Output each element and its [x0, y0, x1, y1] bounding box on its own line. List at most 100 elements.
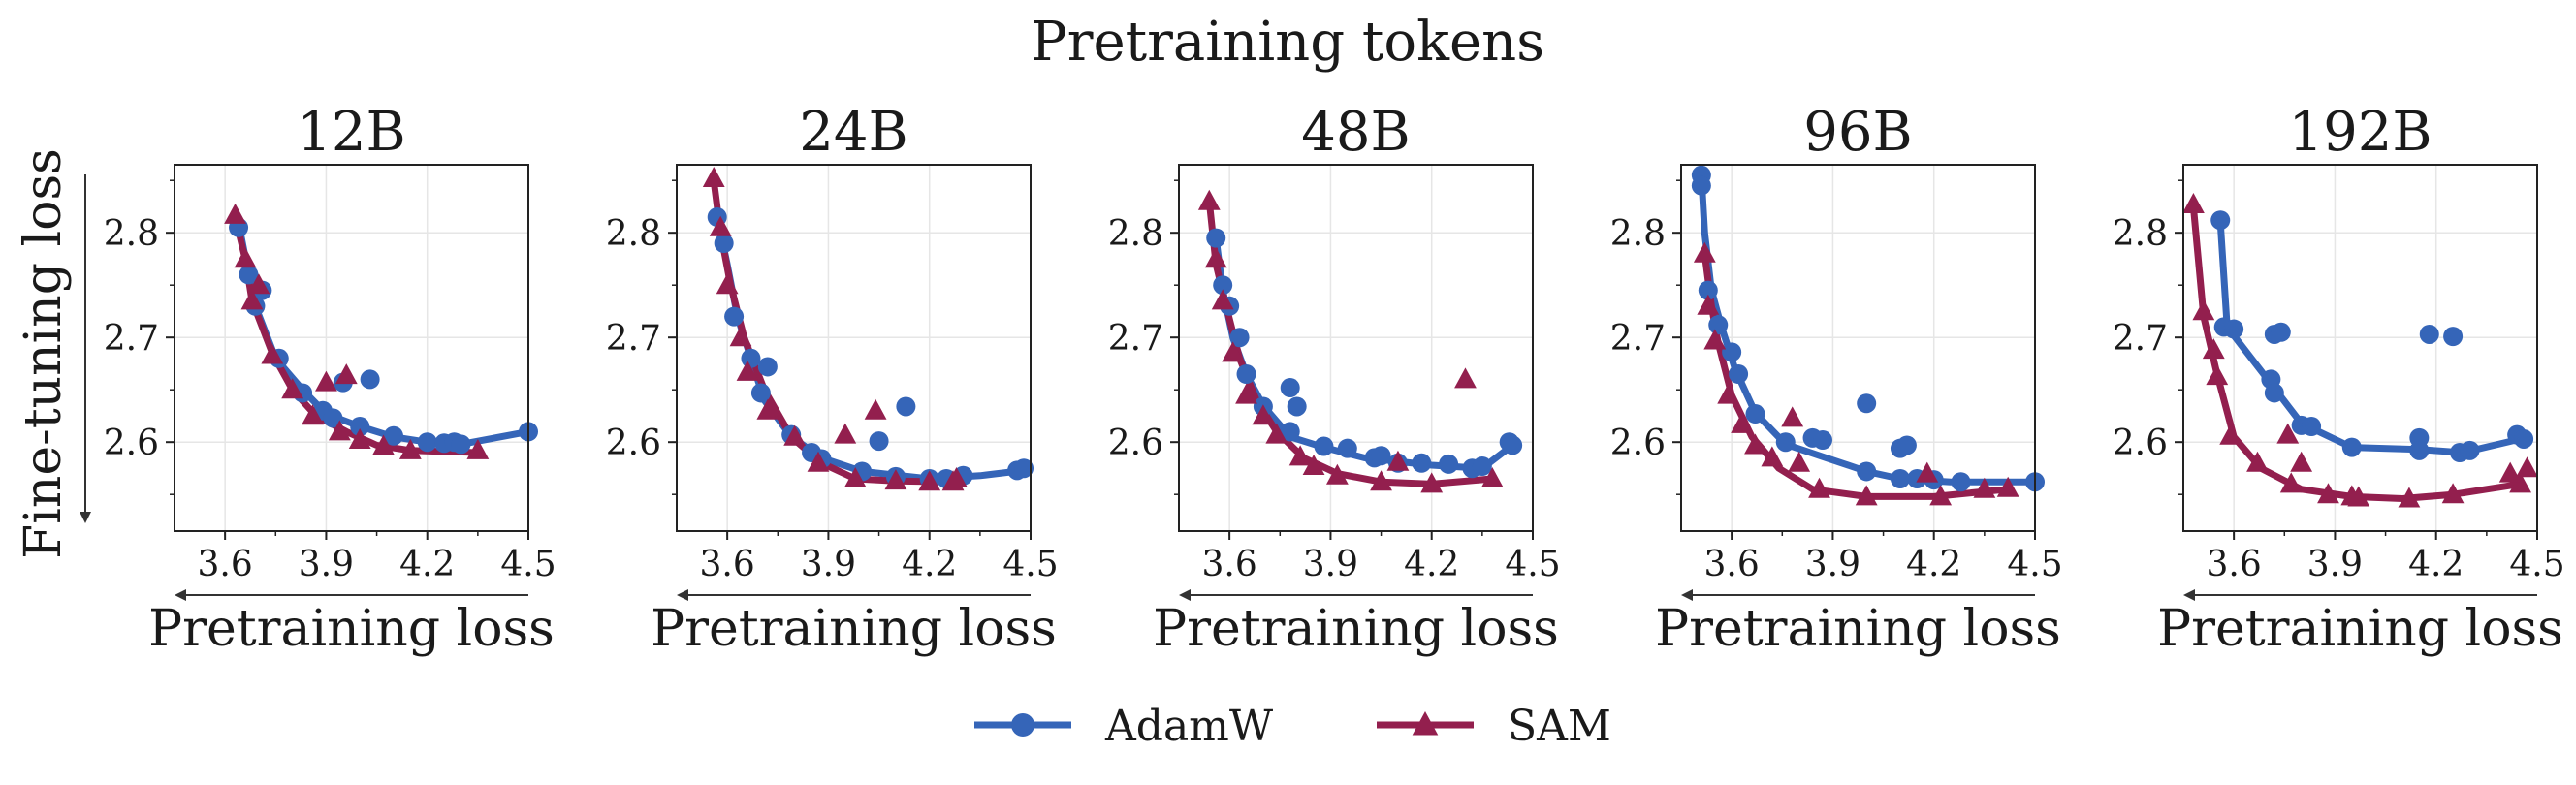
point-adamw: [1337, 438, 1357, 458]
point-sam: [1693, 241, 1716, 263]
y-tick-label: 2.6: [1108, 424, 1163, 463]
point-adamw: [2514, 428, 2534, 449]
point-sam: [1703, 329, 1727, 350]
point-adamw: [757, 357, 778, 377]
point-sam: [702, 167, 725, 188]
point-sam: [1788, 451, 1811, 472]
panel-title: 96B: [1803, 101, 1912, 164]
point-sam: [1265, 423, 1288, 444]
point-sam: [2509, 472, 2532, 493]
point-adamw: [1280, 378, 1300, 398]
point-sam: [2276, 423, 2300, 444]
point-sam: [1697, 294, 1720, 315]
point-sam: [1717, 383, 1740, 404]
point-sam: [1386, 450, 1410, 471]
point-sam: [1916, 461, 1939, 483]
panel-title: 48B: [1301, 101, 1410, 164]
y-tick-label: 2.8: [2113, 214, 2168, 254]
y-tick-label: 2.7: [1108, 319, 1163, 359]
point-sam: [2347, 486, 2370, 507]
panel-frame: [174, 164, 529, 532]
figure-suptitle: Pretraining tokens: [1031, 11, 1544, 74]
point-adamw: [1698, 280, 1718, 300]
point-sam: [372, 434, 395, 455]
point-sam: [1325, 463, 1349, 485]
panel-title: 12B: [297, 101, 405, 164]
point-adamw: [1314, 436, 1334, 456]
x-tick-label: 4.2: [902, 545, 957, 584]
y-tick-label: 2.7: [104, 319, 159, 359]
point-adamw: [1708, 315, 1729, 335]
x-tick-label: 3.6: [2207, 545, 2262, 584]
x-arrow-head: [677, 589, 688, 601]
point-adamw: [451, 434, 471, 455]
point-sam: [281, 378, 304, 399]
point-sam: [2398, 487, 2421, 508]
point-adamw: [869, 431, 889, 452]
point-adamw: [323, 408, 343, 428]
point-sam: [348, 428, 371, 450]
point-sam: [834, 423, 857, 444]
legend-label-sam: SAM: [1508, 702, 1611, 751]
point-adamw: [1857, 393, 1877, 414]
point-adamw: [2271, 322, 2291, 342]
point-sam: [843, 467, 867, 487]
panel-1: 24B 2.8 2.7 2.6 3.6 3.9 4.2 4.5 Pretraining loss: [606, 101, 1059, 658]
point-sam: [783, 424, 807, 446]
point-adamw: [383, 425, 403, 446]
point-sam: [224, 203, 246, 224]
point-adamw: [1951, 472, 1971, 492]
y-tick-label: 2.7: [606, 319, 661, 359]
point-adamw: [350, 417, 370, 436]
point-sam: [2246, 451, 2269, 472]
point-adamw: [2302, 417, 2322, 436]
point-sam: [2498, 461, 2522, 483]
point-sam: [1996, 476, 2019, 497]
y-tick-label: 2.8: [1610, 214, 1666, 254]
point-adamw: [1472, 456, 1492, 477]
point-sam: [1370, 470, 1392, 491]
point-sam: [2279, 472, 2303, 493]
point-sam: [2516, 456, 2538, 478]
point-sam: [261, 343, 284, 364]
point-sam: [334, 363, 358, 385]
x-tick-label: 4.2: [1404, 545, 1459, 584]
point-sam: [1744, 433, 1766, 455]
point-adamw: [724, 306, 745, 327]
point-sam: [1211, 289, 1234, 310]
point-sam: [1302, 455, 1325, 476]
point-adamw: [1287, 396, 1307, 417]
point-sam: [328, 420, 351, 441]
x-tick-label: 3.6: [1202, 545, 1257, 584]
x-tick-label: 4.2: [2408, 545, 2464, 584]
point-sam: [240, 289, 264, 310]
point-adamw: [1813, 430, 1832, 451]
series-line-sam: [1701, 250, 2012, 500]
x-tick-label: 3.9: [801, 545, 856, 584]
x-tick-label: 3.9: [2307, 545, 2363, 584]
point-adamw: [2341, 437, 2362, 457]
panels: 12B 2.8 2.7 2.6 3.6 3.9 4.2 4.5 Pretraining loss…: [104, 101, 2565, 658]
x-tick-label: 4.5: [1505, 545, 1560, 584]
x-tick-label: 4.5: [1002, 545, 1058, 584]
point-sam: [1222, 341, 1245, 362]
x-axis-label: Pretraining loss: [651, 600, 1057, 658]
legend-marker-adamw: [1011, 713, 1034, 737]
panel-title: 192B: [2288, 101, 2432, 164]
panel-frame: [676, 164, 1032, 532]
point-sam: [2290, 451, 2313, 472]
point-sam: [716, 273, 739, 295]
point-sam: [1855, 485, 1878, 506]
point-sam: [1480, 467, 1504, 487]
point-adamw: [1206, 228, 1226, 248]
point-sam: [945, 467, 968, 487]
point-adamw: [1229, 328, 1250, 348]
legend: AdamW SAM: [974, 702, 1611, 751]
x-tick-label: 4.5: [2007, 545, 2062, 584]
point-adamw: [1722, 342, 1742, 362]
point-sam: [234, 247, 257, 268]
legend-marker-sam: [1412, 711, 1439, 736]
point-adamw: [1280, 422, 1300, 442]
y-tick-label: 2.6: [104, 424, 159, 463]
x-tick-label: 4.5: [500, 545, 556, 584]
